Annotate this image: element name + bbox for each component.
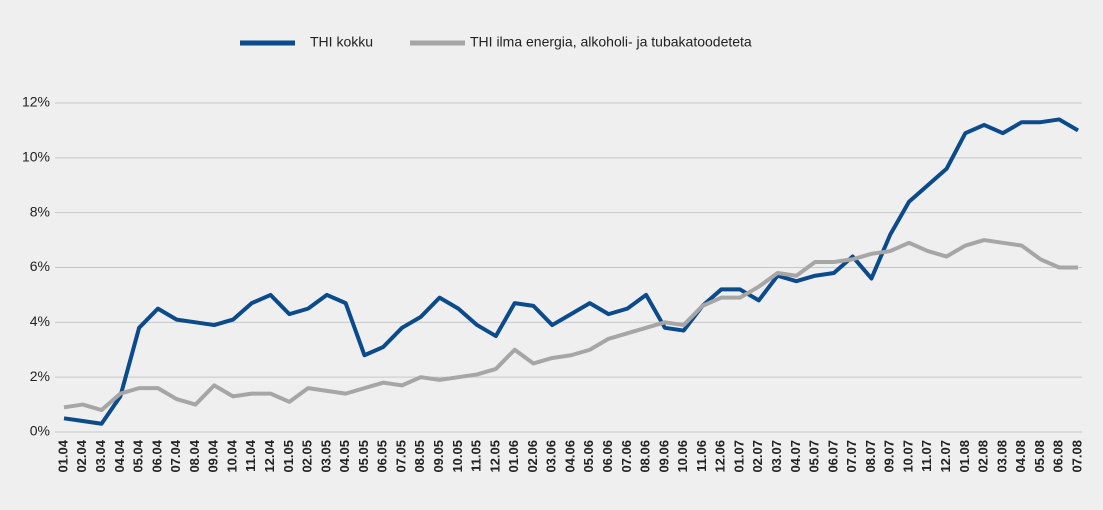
- x-tick-label: 06.06: [600, 440, 615, 473]
- series-line: [63, 117, 1080, 426]
- x-tick-label: 06.04: [149, 439, 164, 472]
- legend-label: THI kokku: [310, 34, 373, 50]
- x-tick-label: 04.07: [788, 440, 803, 473]
- x-tick-label: 12.05: [487, 440, 502, 473]
- x-tick-label: 11.07: [919, 440, 934, 472]
- x-tick-label: 06.08: [1051, 440, 1066, 473]
- x-tick-label: 02.07: [750, 440, 765, 473]
- x-tick-label: 08.05: [412, 440, 427, 473]
- x-tick-label: 01.07: [731, 440, 746, 473]
- x-tick-label: 07.07: [844, 440, 859, 473]
- x-tick-label: 05.07: [807, 440, 822, 473]
- x-tick-label: 01.06: [506, 440, 521, 473]
- x-tick-label: 10.04: [224, 439, 239, 472]
- x-tick-label: 05.04: [131, 439, 146, 472]
- x-tick-label: 03.06: [544, 440, 559, 473]
- x-tick-label: 05.06: [581, 440, 596, 473]
- x-tick-label: 09.06: [656, 440, 671, 473]
- x-tick-label: 07.06: [619, 440, 634, 473]
- x-tick-label: 06.05: [375, 440, 390, 473]
- y-tick-label: 6%: [30, 258, 50, 274]
- x-tick-label: 12.06: [713, 440, 728, 473]
- x-tick-label: 10.06: [675, 440, 690, 473]
- x-tick-label: 03.04: [93, 439, 108, 472]
- x-tick-label: 08.07: [863, 440, 878, 473]
- x-tick-label: 03.07: [769, 440, 784, 473]
- x-tick-label: 11.06: [694, 440, 709, 472]
- y-tick-label: 4%: [30, 313, 50, 329]
- x-tick-label: 05.08: [1032, 440, 1047, 473]
- x-tick-label: 04.04: [112, 439, 127, 472]
- y-tick-label: 0%: [30, 423, 50, 439]
- y-tick-label: 8%: [30, 203, 50, 219]
- x-tick-label: 04.05: [337, 440, 352, 473]
- x-tick-label: 10.07: [900, 440, 915, 473]
- x-tick-label: 03.05: [318, 440, 333, 473]
- x-tick-label: 09.07: [882, 440, 897, 473]
- x-tick-label: 12.04: [262, 439, 277, 472]
- x-tick-label: 08.04: [187, 439, 202, 472]
- x-tick-label: 07.08: [1069, 440, 1084, 473]
- x-tick-label: 01.08: [957, 440, 972, 473]
- x-tick-label: 07.04: [168, 439, 183, 472]
- x-tick-label: 07.05: [393, 440, 408, 473]
- x-tick-label: 04.06: [562, 440, 577, 473]
- y-tick-label: 10%: [22, 149, 50, 165]
- x-tick-label: 01.04: [55, 439, 70, 472]
- x-tick-label: 08.06: [638, 440, 653, 473]
- x-tick-label: 11.05: [469, 440, 484, 472]
- x-tick-label: 01.05: [281, 440, 296, 473]
- x-tick-label: 04.08: [1013, 440, 1028, 473]
- x-tick-label: 10.05: [450, 440, 465, 473]
- x-tick-label: 02.05: [300, 440, 315, 473]
- legend-label: THI ilma energia, alkoholi- ja tubakatoo…: [470, 34, 752, 50]
- x-tick-label: 09.05: [431, 440, 446, 473]
- x-tick-label: 09.04: [206, 439, 221, 472]
- x-tick-label: 02.04: [74, 439, 89, 472]
- x-tick-label: 11.04: [243, 439, 258, 472]
- x-tick-label: 03.08: [994, 440, 1009, 473]
- x-tick-label: 12.07: [938, 440, 953, 473]
- y-tick-label: 12%: [22, 94, 50, 110]
- x-tick-label: 02.06: [525, 440, 540, 473]
- x-tick-label: 05.05: [356, 440, 371, 473]
- series-line: [63, 238, 1078, 413]
- x-tick-label: 06.07: [825, 440, 840, 473]
- x-tick-label: 02.08: [976, 440, 991, 473]
- y-tick-label: 2%: [30, 368, 50, 384]
